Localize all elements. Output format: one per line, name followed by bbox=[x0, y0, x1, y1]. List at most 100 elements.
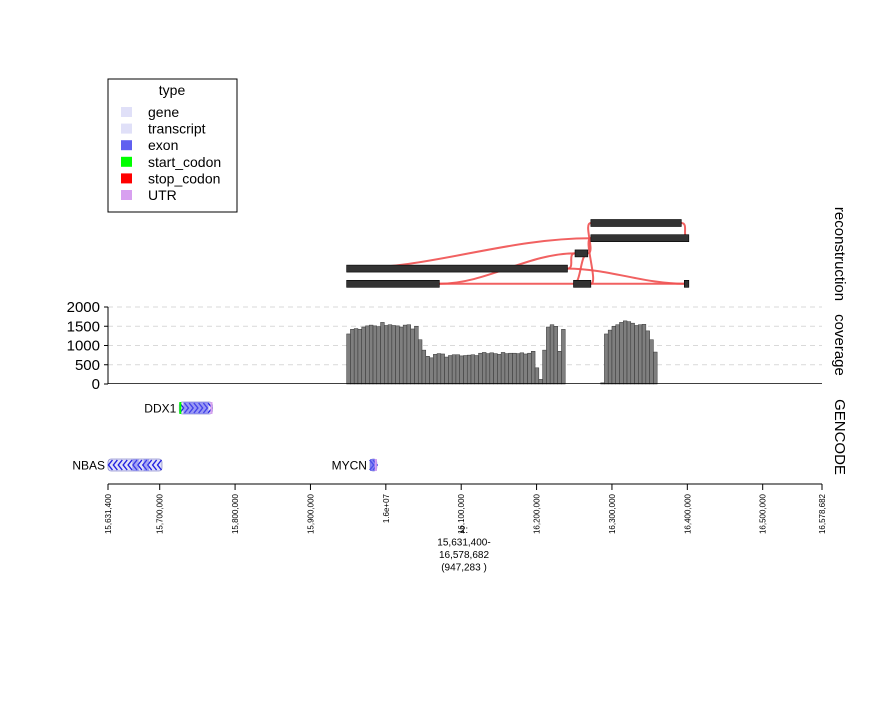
coverage-bar bbox=[399, 326, 404, 385]
coverage-bar bbox=[380, 322, 385, 385]
coverage-bar bbox=[466, 354, 472, 385]
coverage-bar bbox=[604, 333, 609, 385]
coverage-bar bbox=[402, 324, 408, 385]
exon-arrow bbox=[136, 459, 143, 471]
coverage-bar bbox=[527, 352, 532, 385]
exon-arrow bbox=[107, 459, 113, 471]
coverage-bar bbox=[391, 325, 396, 385]
exon-arrow bbox=[156, 459, 163, 471]
exon-arrow bbox=[112, 459, 118, 471]
legend: type genetranscriptexonstart_codonstop_c… bbox=[107, 78, 238, 213]
coverage-bar bbox=[417, 339, 423, 385]
region-label: 2: 15,631,400-16,578,682 (947,283 ) bbox=[437, 525, 490, 574]
reconstruction-block bbox=[573, 279, 592, 288]
gene-label-ddx1: DDX1 bbox=[144, 402, 176, 416]
region-label-line: 16,578,682 bbox=[439, 550, 489, 561]
coverage-bar bbox=[346, 333, 351, 385]
coverage-bar bbox=[451, 354, 457, 385]
coverage-y-tick-label: 1000 bbox=[67, 338, 100, 355]
x-tick-label: 15,800,000 bbox=[231, 493, 240, 534]
reconstruction-track-label: reconstruction bbox=[831, 207, 848, 301]
coverage-bar bbox=[478, 352, 483, 385]
coverage-bar bbox=[433, 354, 438, 385]
coverage-bar bbox=[611, 326, 616, 385]
gene-model-nbas: NBAS bbox=[72, 459, 163, 473]
coverage-bar bbox=[361, 326, 366, 385]
coverage-bar bbox=[384, 325, 389, 385]
coverage-bar bbox=[440, 353, 445, 385]
coverage-bar bbox=[626, 321, 632, 385]
coverage-bar bbox=[649, 339, 654, 385]
reconstruction-block bbox=[590, 219, 682, 227]
coverage-bar bbox=[561, 329, 566, 385]
coverage-bar bbox=[523, 353, 528, 385]
coverage-y-tick-label: 0 bbox=[92, 376, 100, 393]
coverage-bar bbox=[557, 351, 562, 385]
coverage-bar bbox=[515, 353, 521, 385]
coverage-bar bbox=[634, 325, 639, 385]
x-tick-label: 16,578,682 bbox=[818, 493, 827, 534]
coverage-bar bbox=[489, 352, 494, 385]
coverage-bar bbox=[459, 355, 464, 385]
reconstruction-block bbox=[590, 234, 690, 242]
exon-block bbox=[183, 402, 209, 414]
region-label-line: 15,631,400- bbox=[437, 538, 490, 549]
coverage-y-tick-label: 500 bbox=[75, 357, 100, 374]
x-tick-label: 16,300,000 bbox=[608, 493, 617, 534]
x-axis: 15,631,400 15,700,000 15,800,000 15,900,000… bbox=[104, 483, 827, 574]
coverage-bar bbox=[542, 349, 547, 385]
region-label-line: (947,283 ) bbox=[441, 563, 487, 574]
legend-swatch-transcript bbox=[121, 123, 132, 134]
utr-mark bbox=[210, 402, 213, 414]
x-tick-label: 15,631,400 bbox=[104, 493, 113, 534]
reconstruction-block bbox=[684, 279, 690, 288]
coverage-bar bbox=[357, 329, 362, 385]
legend-swatch-UTR bbox=[121, 190, 132, 200]
region-label-line: 2: bbox=[460, 525, 468, 536]
coverage-track-label: coverage bbox=[831, 314, 848, 376]
coverage-bar bbox=[425, 356, 430, 385]
reconstruction-track bbox=[346, 219, 690, 288]
exon-arrow bbox=[151, 459, 158, 471]
coverage-bar bbox=[553, 326, 558, 385]
coverage-bar bbox=[368, 324, 374, 385]
coverage-bar bbox=[421, 349, 427, 385]
coverage-bar bbox=[470, 354, 476, 385]
coverage-bar bbox=[429, 357, 434, 385]
coverage-bar bbox=[387, 324, 393, 385]
x-tick-label: 16,500,000 bbox=[759, 493, 768, 534]
coverage-bar bbox=[645, 330, 650, 385]
legend-title: type bbox=[159, 82, 186, 98]
coverage-bar bbox=[444, 356, 449, 385]
gencode-track: DDX1 NBAS MYCN bbox=[72, 402, 378, 473]
coverage-bar bbox=[623, 320, 628, 385]
coverage-bar bbox=[653, 351, 658, 385]
reconstruction-block bbox=[346, 264, 568, 273]
gene-model-ddx1: DDX1 bbox=[144, 402, 213, 416]
exon-arrow bbox=[146, 459, 153, 471]
x-tick-label: 15,700,000 bbox=[156, 493, 165, 534]
exon-block bbox=[143, 459, 150, 471]
x-tick-label: 16,100,000 bbox=[457, 493, 466, 534]
coverage-bar bbox=[497, 354, 502, 385]
utr-mark bbox=[374, 459, 377, 471]
coverage-bar bbox=[508, 352, 513, 385]
exon-arrow bbox=[127, 459, 133, 471]
reconstruction-link bbox=[567, 252, 576, 270]
coverage-track: 0 500 1000 1500 2000 bbox=[67, 299, 822, 393]
coverage-bar bbox=[410, 328, 415, 385]
exon-arrow bbox=[132, 459, 138, 471]
exon-arrow bbox=[117, 459, 123, 471]
coverage-bar bbox=[546, 326, 551, 385]
coverage-bar bbox=[436, 353, 442, 385]
reconstruction-link bbox=[587, 237, 595, 285]
x-tick-label: 16,200,000 bbox=[533, 493, 542, 534]
coverage-bar bbox=[500, 352, 506, 385]
coverage-bar bbox=[641, 324, 647, 385]
coverage-bar bbox=[493, 353, 498, 385]
gene-label-mycn: MYCN bbox=[332, 459, 367, 473]
x-tick-label: 16,400,000 bbox=[683, 493, 692, 534]
coverage-bar bbox=[482, 352, 487, 385]
coverage-bar bbox=[448, 355, 453, 385]
